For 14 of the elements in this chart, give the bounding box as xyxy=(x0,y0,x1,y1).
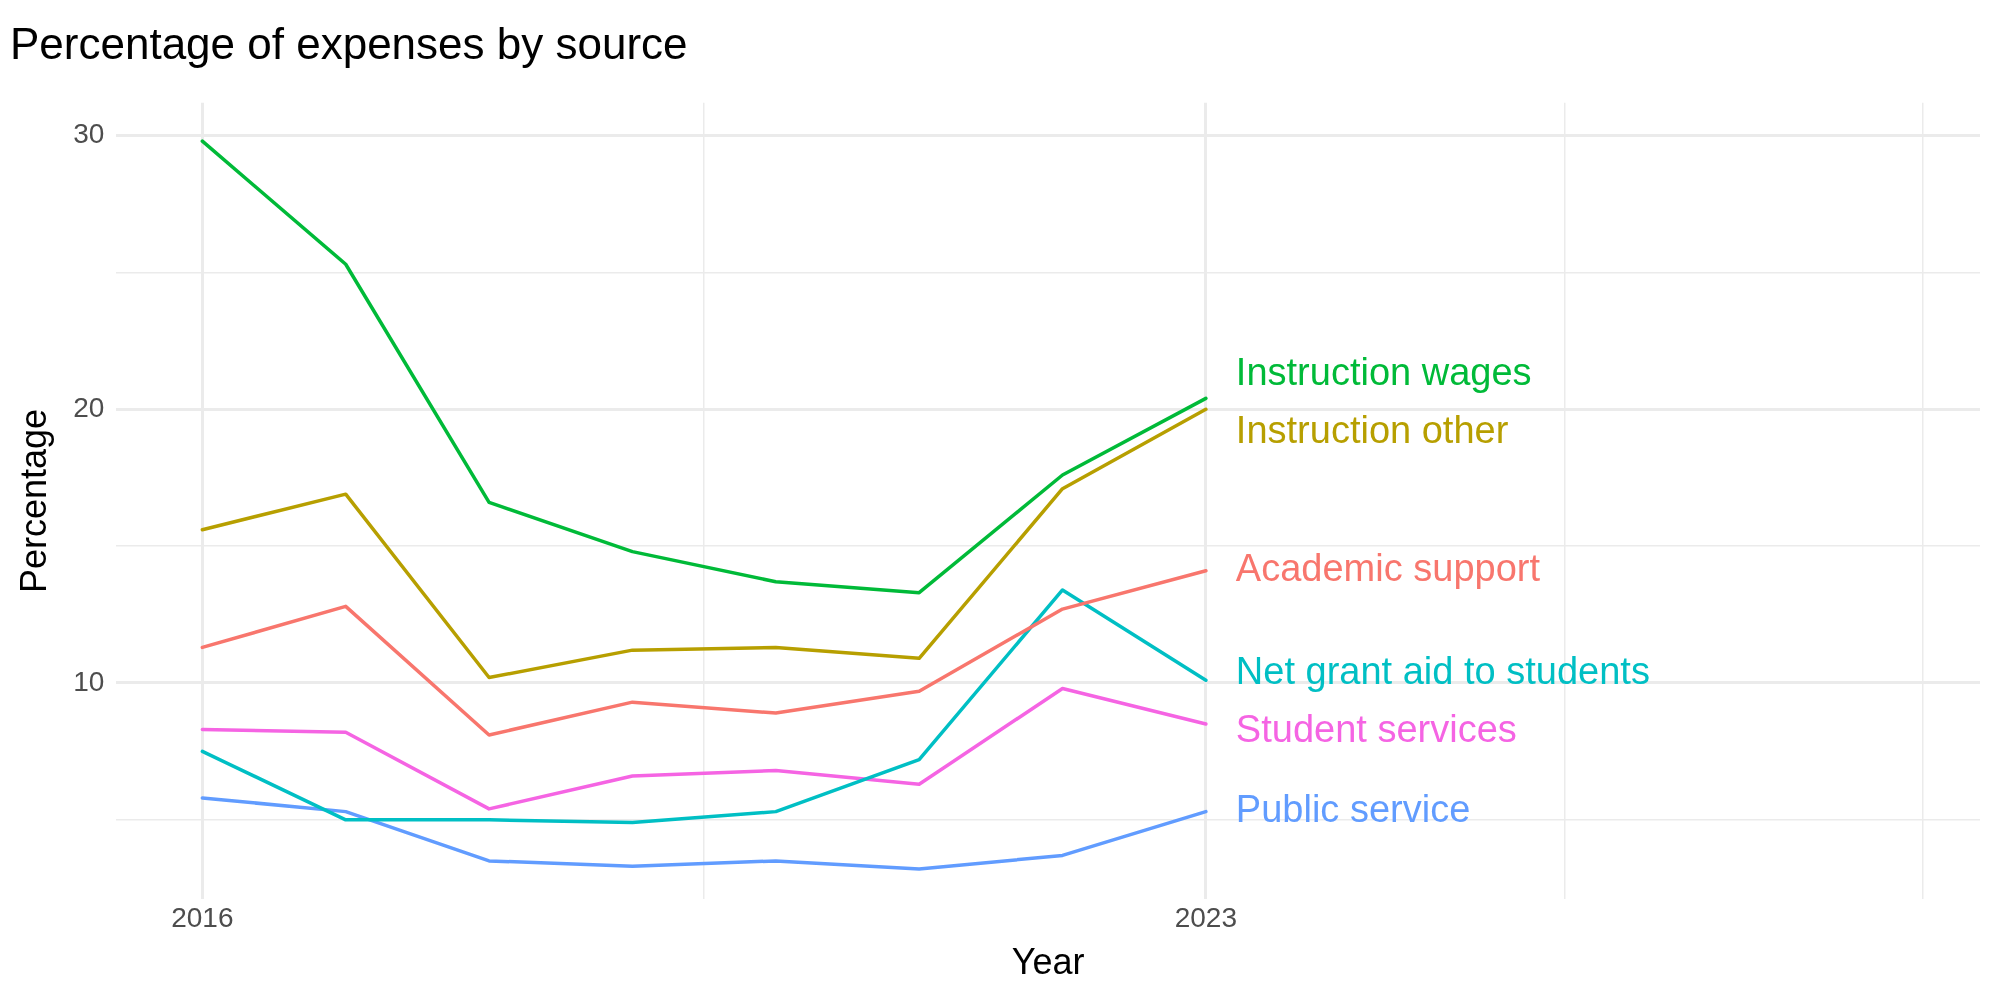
series-label: Student services xyxy=(1235,707,1517,750)
chart-title: Percentage of expenses by source xyxy=(10,18,688,68)
y-tick-label: 20 xyxy=(73,392,105,424)
series-label: Instruction wages xyxy=(1235,351,1532,394)
series-label: Public service xyxy=(1235,788,1471,831)
series-label: Instruction other xyxy=(1235,409,1509,452)
y-axis-title: Percentage xyxy=(12,408,54,594)
series-label: Academic support xyxy=(1235,547,1541,590)
y-tick-label: 30 xyxy=(73,118,105,150)
x-tick-label: 2016 xyxy=(171,901,234,933)
x-tick-label: 2023 xyxy=(1174,901,1238,933)
y-tick-label: 10 xyxy=(73,665,105,697)
series-label: Net grant aid to students xyxy=(1235,649,1650,692)
x-axis-title: Year xyxy=(1011,941,1085,983)
